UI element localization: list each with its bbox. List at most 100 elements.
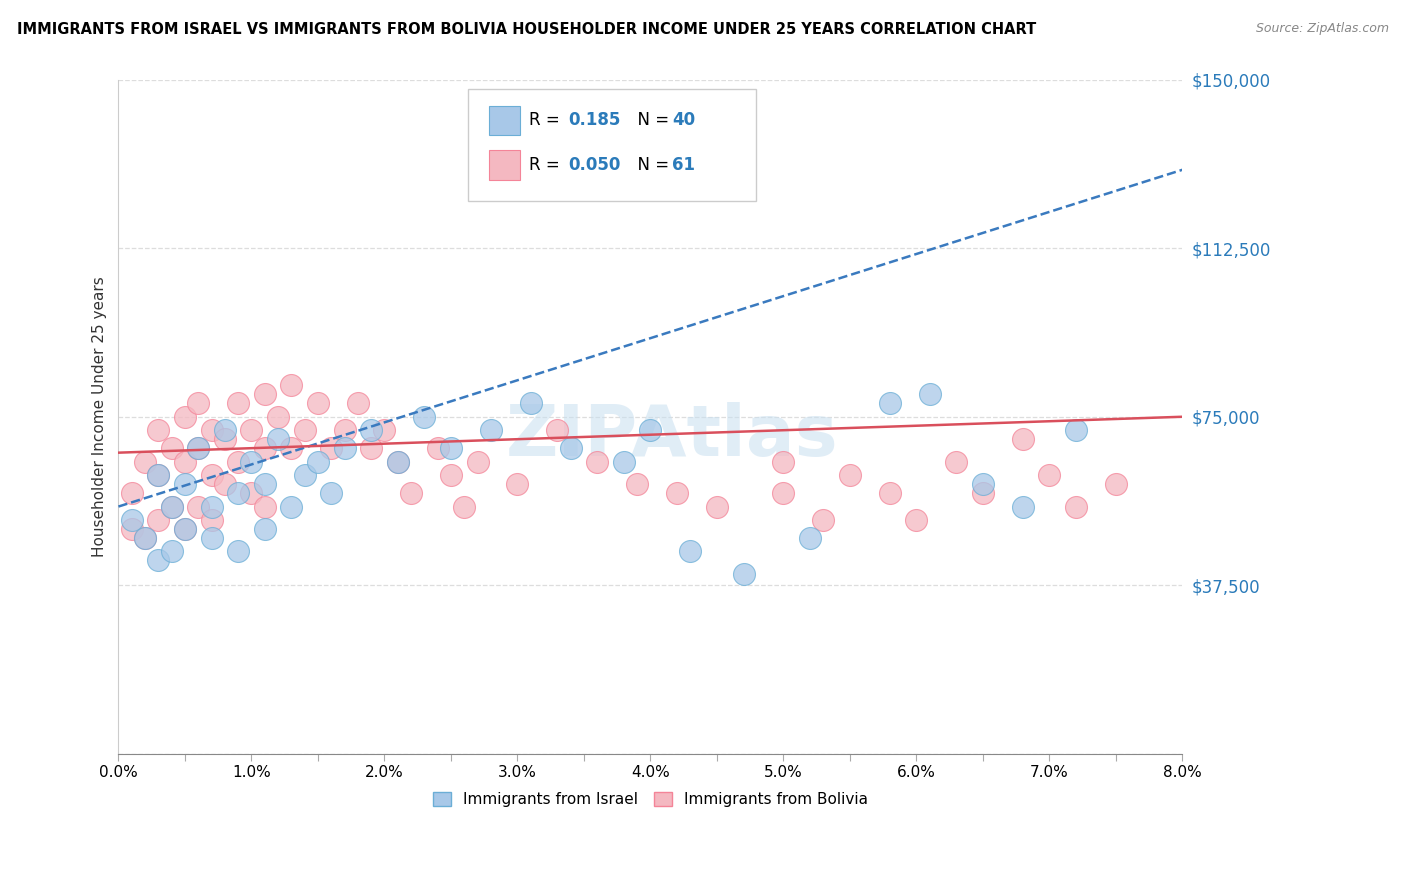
Point — [160, 500, 183, 514]
Point — [280, 441, 302, 455]
Point — [240, 423, 263, 437]
Point — [121, 513, 143, 527]
Point — [506, 477, 529, 491]
Point — [214, 423, 236, 437]
Point — [360, 441, 382, 455]
Point — [945, 455, 967, 469]
Point — [905, 513, 928, 527]
Point — [294, 423, 316, 437]
Text: 61: 61 — [672, 156, 695, 174]
Point — [666, 486, 689, 500]
Point — [148, 553, 170, 567]
Text: IMMIGRANTS FROM ISRAEL VS IMMIGRANTS FROM BOLIVIA HOUSEHOLDER INCOME UNDER 25 YE: IMMIGRANTS FROM ISRAEL VS IMMIGRANTS FRO… — [17, 22, 1036, 37]
Point — [280, 500, 302, 514]
Point — [226, 396, 249, 410]
Point — [972, 477, 994, 491]
Point — [187, 396, 209, 410]
Point — [121, 486, 143, 500]
Point — [626, 477, 648, 491]
Point — [640, 423, 662, 437]
Point — [267, 432, 290, 446]
Point — [373, 423, 395, 437]
Point — [160, 544, 183, 558]
Point — [134, 531, 156, 545]
Point — [1038, 468, 1060, 483]
Text: R =: R = — [529, 112, 565, 129]
Point — [586, 455, 609, 469]
Point — [200, 468, 222, 483]
Point — [148, 468, 170, 483]
Point — [519, 396, 541, 410]
Text: 0.185: 0.185 — [568, 112, 620, 129]
Point — [1064, 500, 1087, 514]
Point — [321, 486, 343, 500]
Point — [413, 409, 436, 424]
Point — [1105, 477, 1128, 491]
Point — [879, 486, 901, 500]
Point — [294, 468, 316, 483]
Point — [799, 531, 821, 545]
Point — [706, 500, 728, 514]
Point — [838, 468, 860, 483]
Point — [148, 513, 170, 527]
Point — [148, 468, 170, 483]
Text: 40: 40 — [672, 112, 695, 129]
Point — [174, 477, 197, 491]
Point — [240, 455, 263, 469]
Point — [134, 531, 156, 545]
Text: ZIPAtlas: ZIPAtlas — [505, 402, 838, 472]
Point — [1064, 423, 1087, 437]
Point — [333, 423, 356, 437]
Point — [134, 455, 156, 469]
Point — [1011, 432, 1033, 446]
Point — [174, 409, 197, 424]
Y-axis label: Householder Income Under 25 years: Householder Income Under 25 years — [93, 277, 107, 558]
Point — [240, 486, 263, 500]
Point — [160, 441, 183, 455]
Point — [1011, 500, 1033, 514]
Point — [174, 522, 197, 536]
Point — [879, 396, 901, 410]
Point — [467, 455, 489, 469]
Point — [226, 455, 249, 469]
Point — [399, 486, 422, 500]
Point — [253, 477, 276, 491]
Point — [813, 513, 835, 527]
Point — [347, 396, 370, 410]
Point — [387, 455, 409, 469]
Point — [560, 441, 582, 455]
Point — [360, 423, 382, 437]
Point — [333, 441, 356, 455]
Point — [267, 409, 290, 424]
Point — [546, 423, 568, 437]
Point — [200, 500, 222, 514]
Point — [387, 455, 409, 469]
Point — [174, 455, 197, 469]
Point — [479, 423, 502, 437]
Point — [187, 441, 209, 455]
Text: 0.050: 0.050 — [568, 156, 620, 174]
Point — [918, 387, 941, 401]
Point — [200, 531, 222, 545]
Text: Source: ZipAtlas.com: Source: ZipAtlas.com — [1256, 22, 1389, 36]
Point — [426, 441, 449, 455]
Point — [226, 544, 249, 558]
Point — [200, 513, 222, 527]
Point — [613, 455, 636, 469]
Point — [280, 378, 302, 392]
Point — [321, 441, 343, 455]
Point — [187, 441, 209, 455]
Point — [253, 522, 276, 536]
Point — [307, 396, 329, 410]
Point — [160, 500, 183, 514]
Point — [772, 486, 794, 500]
Legend: Immigrants from Israel, Immigrants from Bolivia: Immigrants from Israel, Immigrants from … — [426, 786, 875, 814]
Point — [187, 500, 209, 514]
Point — [226, 486, 249, 500]
Point — [174, 522, 197, 536]
Point — [972, 486, 994, 500]
Text: R =: R = — [529, 156, 565, 174]
Point — [440, 441, 463, 455]
Point — [148, 423, 170, 437]
Point — [679, 544, 702, 558]
